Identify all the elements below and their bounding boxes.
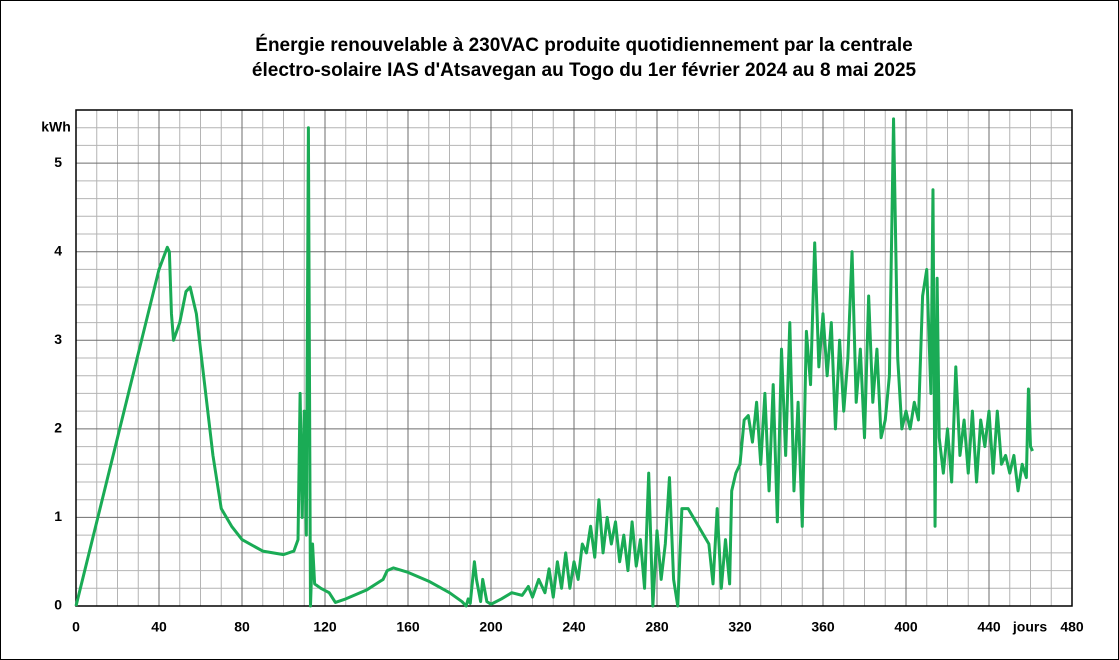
y-axis-label: kWh [41, 119, 71, 135]
plot-border [75, 109, 1073, 607]
x-tick-label: 440 [977, 619, 1001, 635]
chart-title: électro-solaire IAS d'Atsavegan au Togo … [252, 60, 917, 81]
y-tick-label: 5 [54, 154, 62, 170]
chart-title: Énergie renouvelable à 230VAC produite q… [255, 34, 912, 56]
x-tick-label: 120 [313, 619, 337, 635]
x-tick-label: 320 [728, 619, 752, 635]
x-tick-label: 240 [562, 619, 586, 635]
x-tick-label: 160 [396, 619, 420, 635]
x-tick-label: 280 [645, 619, 669, 635]
x-tick-label: 0 [72, 619, 80, 635]
x-axis-label: jours [1012, 619, 1047, 635]
data-line [74, 117, 1034, 608]
y-tick-label: 0 [54, 597, 62, 613]
x-tick-label: 200 [479, 619, 503, 635]
x-tick-label: 40 [151, 619, 167, 635]
x-tick-label: 400 [894, 619, 918, 635]
y-tick-label: 3 [54, 331, 62, 347]
x-tick-label: 80 [234, 619, 250, 635]
x-tick-label: 480 [1060, 619, 1084, 635]
y-tick-label: 2 [54, 420, 62, 436]
x-tick-label: 360 [811, 619, 835, 635]
y-tick-label: 4 [54, 242, 62, 258]
y-tick-label: 1 [54, 508, 62, 524]
